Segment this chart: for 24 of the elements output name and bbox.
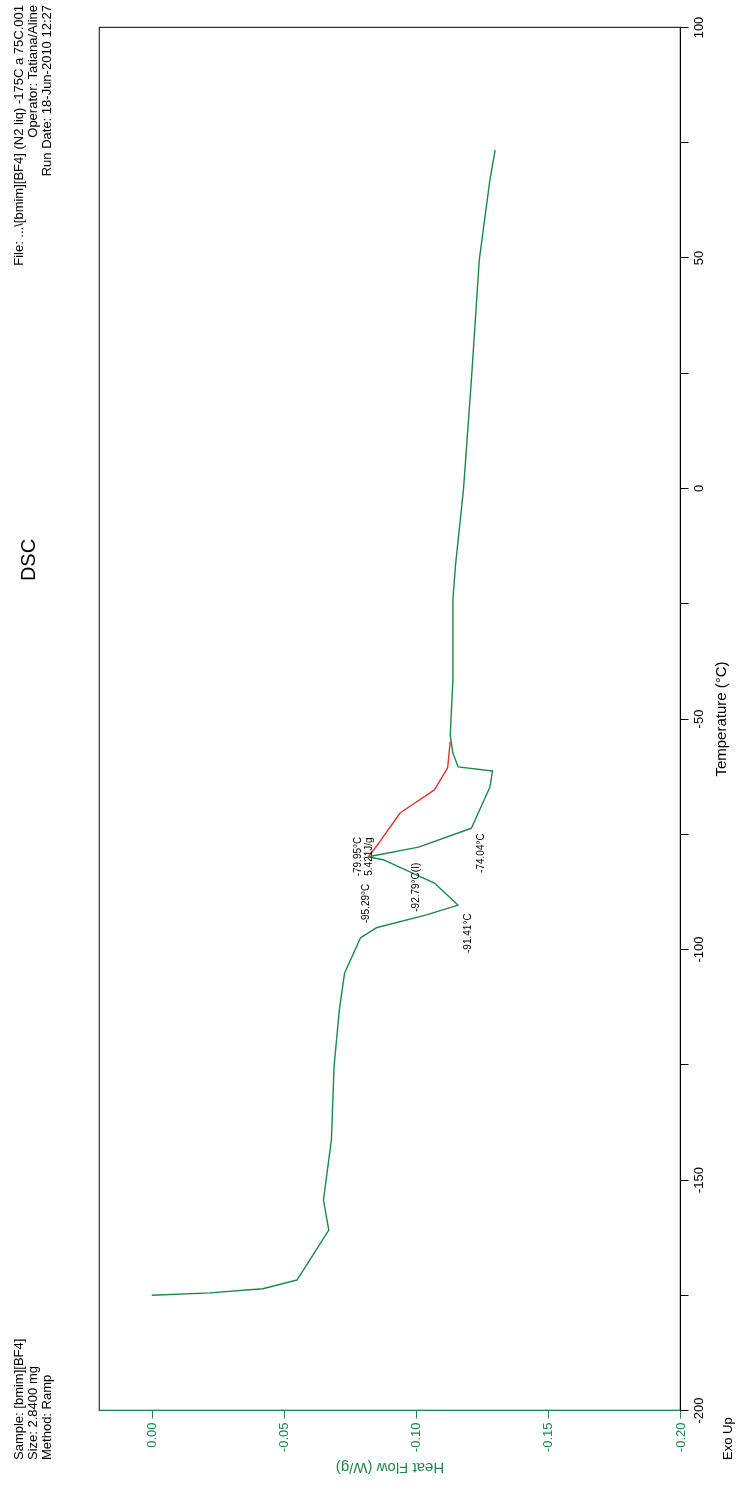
x-tick-label: -0.15 [540, 1422, 556, 1453]
y-tick-label: -50 [690, 709, 706, 729]
y-axis-title: Temperature (°C) [711, 661, 729, 777]
line-series [151, 149, 496, 1296]
text: DSC [17, 538, 39, 582]
x-tick-label: -0.10 [408, 1422, 424, 1453]
text: File: ...\[bmim][BF4] (N2 liq) -175C a 75C.001 Operator: Tatiana/Aline Run Date: 18-Jun-2010 12:27 [11, 5, 54, 266]
x-tick-label: -0.05 [276, 1422, 292, 1453]
annotation: -74.04°C [475, 833, 487, 873]
x-tick-label: 0.00 [144, 1422, 160, 1448]
annotation: -95.29°C [360, 883, 372, 924]
text: Sample: [bmim][BF4] Size: 2.8400 mg Method: Ramp [11, 1338, 54, 1460]
annotation: -79.95°C 5.421J/g [352, 836, 375, 877]
x-axis-title: Heat Flow (W/g) [335, 1460, 445, 1478]
y-tick-label: 50 [690, 250, 706, 266]
x-tick-label: -0.20 [672, 1422, 688, 1453]
y-tick-label: -200 [690, 1397, 706, 1424]
annotation: -92.79°C(I) [410, 862, 422, 912]
y-tick-label: -150 [690, 1166, 706, 1194]
annotation: -91.41°C [462, 913, 474, 953]
y-tick-label: -100 [690, 936, 706, 963]
y-tick-label: 0 [690, 484, 706, 493]
y-tick-label: 100 [690, 16, 706, 39]
text: Exo Up [720, 1417, 735, 1460]
